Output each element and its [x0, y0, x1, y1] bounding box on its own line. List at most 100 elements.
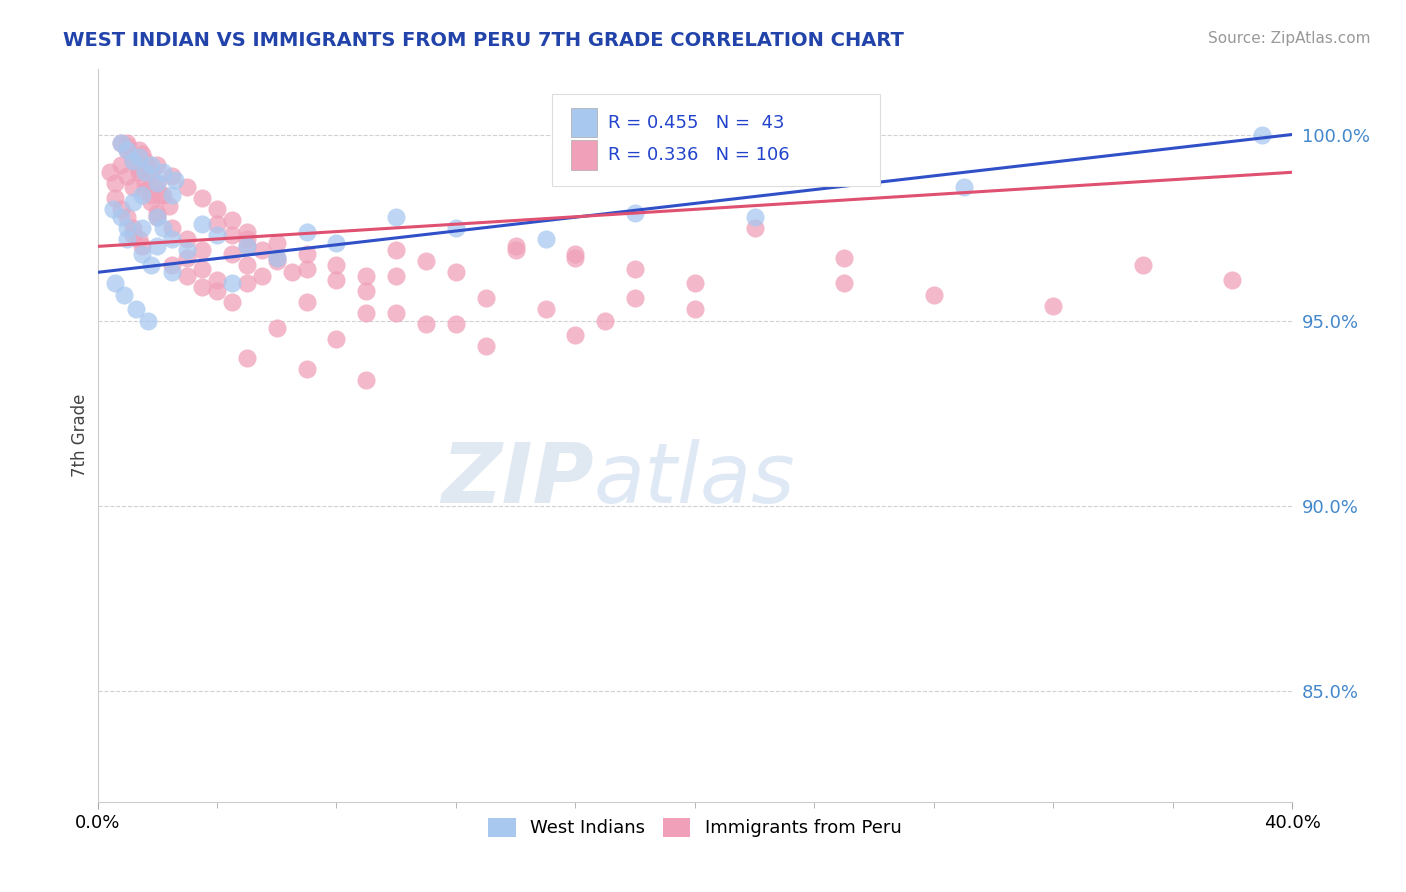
Point [221, 247, 243, 261]
Point [444, 317, 467, 331]
Text: WEST INDIAN VS IMMIGRANTS FROM PERU 7TH GRADE CORRELATION CHART: WEST INDIAN VS IMMIGRANTS FROM PERU 7TH … [63, 31, 904, 50]
Point [191, 243, 214, 257]
Point [122, 228, 145, 243]
Point [104, 177, 127, 191]
Text: R = 0.455   N =  43: R = 0.455 N = 43 [607, 114, 785, 132]
Point [146, 158, 169, 172]
Point [162, 232, 184, 246]
Point [475, 339, 498, 353]
Point [444, 220, 467, 235]
Point [131, 220, 153, 235]
FancyBboxPatch shape [571, 140, 598, 169]
Point [117, 143, 139, 157]
Point [125, 302, 148, 317]
Text: ZIP: ZIP [440, 439, 593, 520]
Point [236, 225, 259, 239]
Point [236, 232, 259, 246]
Point [128, 161, 150, 176]
Point [595, 313, 617, 327]
Legend: West Indians, Immigrants from Peru: West Indians, Immigrants from Peru [481, 811, 908, 845]
Point [157, 199, 180, 213]
Point [165, 172, 187, 186]
Point [152, 165, 174, 179]
Point [98, 165, 121, 179]
Point [117, 169, 139, 183]
Point [356, 306, 378, 320]
Point [356, 373, 378, 387]
Point [128, 143, 150, 157]
Point [134, 177, 156, 191]
Point [475, 291, 498, 305]
Point [236, 239, 259, 253]
Point [162, 169, 184, 183]
Point [131, 247, 153, 261]
Point [236, 258, 259, 272]
Point [122, 151, 145, 165]
Point [176, 232, 198, 246]
Point [146, 177, 169, 191]
Point [146, 177, 169, 191]
Point [325, 273, 347, 287]
Point [385, 268, 408, 283]
Point [295, 225, 318, 239]
Point [162, 265, 184, 279]
Point [146, 210, 169, 224]
Point [505, 243, 527, 257]
Point [141, 194, 163, 209]
Point [832, 251, 855, 265]
Point [295, 295, 318, 310]
Point [250, 268, 273, 283]
Point [117, 220, 139, 235]
Point [191, 261, 214, 276]
Point [176, 268, 198, 283]
Point [117, 143, 139, 157]
Point [152, 220, 174, 235]
Point [138, 313, 160, 327]
Point [110, 136, 132, 150]
Point [534, 232, 557, 246]
Point [221, 213, 243, 227]
Point [624, 291, 647, 305]
Point [134, 165, 156, 179]
Point [205, 217, 228, 231]
Point [534, 302, 557, 317]
Point [146, 206, 169, 220]
Point [236, 351, 259, 365]
Point [744, 220, 766, 235]
Point [141, 158, 163, 172]
Point [117, 136, 139, 150]
Point [162, 258, 184, 272]
Point [505, 239, 527, 253]
Point [295, 247, 318, 261]
Point [191, 217, 214, 231]
Point [146, 210, 169, 224]
Point [104, 191, 127, 205]
Point [134, 154, 156, 169]
Point [385, 243, 408, 257]
Point [131, 239, 153, 253]
Point [325, 235, 347, 250]
Point [922, 287, 945, 301]
Point [114, 287, 136, 301]
Point [385, 306, 408, 320]
Point [110, 136, 132, 150]
Point [110, 210, 132, 224]
Point [152, 187, 174, 202]
Point [128, 232, 150, 246]
Point [1222, 273, 1244, 287]
Point [564, 247, 586, 261]
Point [1132, 258, 1154, 272]
Point [266, 321, 288, 335]
Point [683, 277, 706, 291]
Point [1042, 299, 1064, 313]
Y-axis label: 7th Grade: 7th Grade [72, 393, 89, 477]
Point [176, 180, 198, 194]
Point [101, 202, 124, 217]
Point [122, 154, 145, 169]
Point [295, 261, 318, 276]
Point [128, 151, 150, 165]
Point [122, 194, 145, 209]
Point [236, 239, 259, 253]
Point [191, 280, 214, 294]
Point [162, 187, 184, 202]
